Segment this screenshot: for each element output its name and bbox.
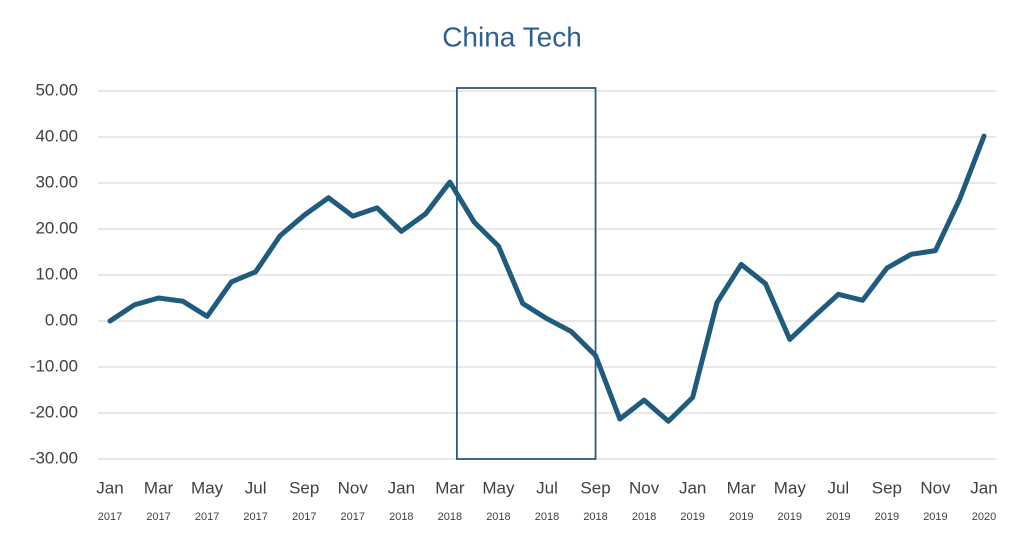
- x-tick-label: Jul: [245, 478, 267, 497]
- x-tick-label: Sep: [580, 478, 610, 497]
- x-tick-label: May: [191, 478, 224, 497]
- x-tick-label: May: [482, 478, 515, 497]
- y-tick-label: 10.00: [35, 264, 78, 283]
- y-tick-label: 0.00: [45, 310, 78, 329]
- y-tick-label: 40.00: [35, 126, 78, 145]
- x-tick-year: 2017: [341, 511, 365, 523]
- x-tick-label: Sep: [872, 478, 902, 497]
- x-tick-year: 2018: [632, 511, 656, 523]
- x-tick-label: Mar: [435, 478, 465, 497]
- x-tick-year: 2019: [875, 511, 899, 523]
- x-tick-label: Jan: [679, 478, 706, 497]
- x-tick-label: Jan: [970, 478, 997, 497]
- x-tick-year: 2018: [535, 511, 559, 523]
- x-tick-year: 2019: [778, 511, 802, 523]
- x-tick-year: 2017: [146, 511, 170, 523]
- x-tick-label: Mar: [727, 478, 757, 497]
- x-tick-year: 2017: [292, 511, 316, 523]
- x-tick-label: Jan: [388, 478, 415, 497]
- x-tick-year: 2017: [195, 511, 219, 523]
- y-tick-label: 50.00: [35, 80, 78, 99]
- data-line: [107, 133, 987, 424]
- x-tick-label: May: [774, 478, 807, 497]
- x-tick-label: Mar: [144, 478, 174, 497]
- x-tick-year: 2018: [486, 511, 510, 523]
- x-tick-label: Jul: [827, 478, 849, 497]
- y-tick-label: -10.00: [30, 356, 78, 375]
- x-tick-year: 2017: [243, 511, 267, 523]
- x-tick-year: 2019: [826, 511, 850, 523]
- x-tick-label: Jul: [536, 478, 558, 497]
- y-tick-label: -20.00: [30, 402, 78, 421]
- x-tick-year: 2019: [729, 511, 753, 523]
- x-tick-year: 2017: [98, 511, 122, 523]
- x-tick-year: 2020: [972, 511, 996, 523]
- x-tick-year: 2019: [923, 511, 947, 523]
- x-tick-label: Nov: [629, 478, 660, 497]
- y-tick-label: 20.00: [35, 218, 78, 237]
- x-tick-label: Nov: [338, 478, 369, 497]
- x-tick-label: Sep: [289, 478, 319, 497]
- x-tick-label: Jan: [96, 478, 123, 497]
- chart-title: China Tech: [442, 21, 582, 52]
- y-tick-label: -30.00: [30, 448, 78, 467]
- highlight-box: [455, 87, 597, 460]
- x-tick-year: 2019: [680, 511, 704, 523]
- x-tick-year: 2018: [389, 511, 413, 523]
- x-tick-year: 2018: [438, 511, 462, 523]
- x-tick-label: Nov: [920, 478, 951, 497]
- y-tick-label: 30.00: [35, 172, 78, 191]
- x-tick-year: 2018: [583, 511, 607, 523]
